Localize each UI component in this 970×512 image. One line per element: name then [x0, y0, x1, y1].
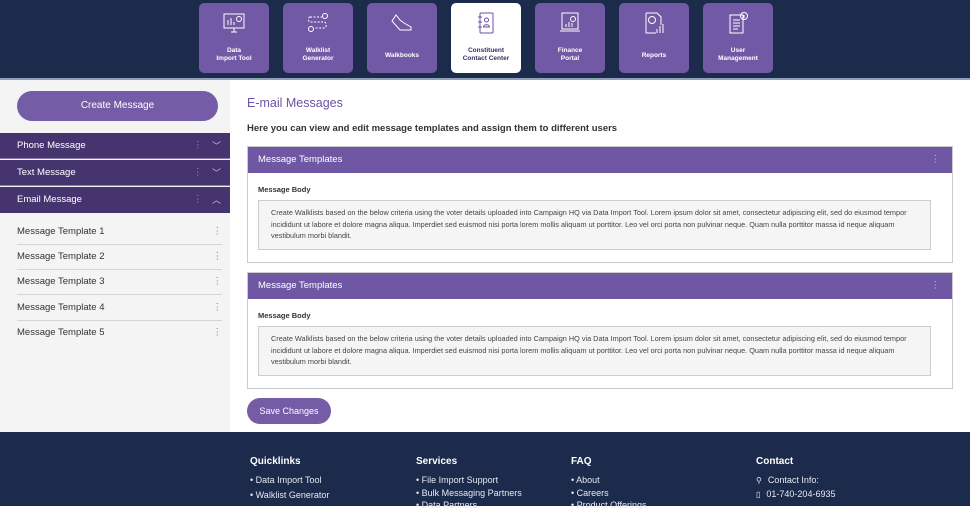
save-changes-button[interactable]: Save Changes: [247, 398, 331, 424]
shoe-icon: [391, 14, 412, 31]
template-label: Message Template 4: [17, 302, 105, 313]
footer-link[interactable]: • Product Offerings: [571, 500, 647, 510]
template-label: Message Template 5: [17, 327, 105, 338]
kebab-menu-icon[interactable]: ⋮: [193, 194, 203, 205]
tile-label: Import Tool: [216, 55, 252, 62]
kebab-menu-icon[interactable]: ⋮: [930, 280, 941, 291]
kebab-menu-icon[interactable]: ⋮: [193, 140, 203, 151]
nav-tile-walkbooks[interactable]: Walkbooks: [367, 3, 437, 73]
tile-label: Data: [226, 47, 242, 54]
page-title: E-mail Messages: [247, 96, 343, 110]
monitor-chart-icon: [223, 13, 245, 33]
template-label: Message Template 3: [17, 276, 105, 287]
tile-label: Walklist: [305, 47, 331, 54]
message-body-textarea[interactable]: Create Walklists based on the below crit…: [258, 200, 931, 250]
footer-link[interactable]: • Data Import Tool: [250, 475, 322, 485]
footer-quicklinks: Quicklinks • Data Import Tool • Walklist G…: [250, 456, 329, 501]
tile-label: Constituent: [467, 47, 505, 54]
message-template-card: Message Templates ⋮ Message Body Create W…: [247, 272, 953, 389]
tile-label: Management: [718, 55, 758, 62]
card-title: Message Templates: [258, 280, 343, 291]
template-item[interactable]: Message Template 4 ⋮: [17, 296, 222, 321]
tile-label: Reports: [641, 52, 667, 59]
tile-label: Contact Center: [462, 55, 510, 62]
accordion-text-message[interactable]: Text Message ⋮ ﹀: [0, 160, 230, 186]
kebab-menu-icon[interactable]: ⋮: [193, 167, 203, 178]
report-chart-icon: [645, 12, 664, 34]
accordion-label: Phone Message: [17, 140, 86, 151]
template-item[interactable]: Message Template 1 ⋮: [17, 220, 222, 245]
footer-link[interactable]: • Data Partners: [416, 500, 478, 510]
nav-tile-constituent-contact-center[interactable]: Constituent Contact Center: [451, 3, 521, 73]
sidebar: Create Message Phone Message ⋮ ﹀ Text Mess…: [0, 80, 230, 432]
template-label: Message Template 1: [17, 226, 105, 237]
contact-info-label: Contact Info:: [767, 475, 819, 485]
footer-heading: Services: [416, 456, 458, 467]
footer-link[interactable]: • Careers: [571, 487, 609, 498]
tile-label: User: [730, 47, 746, 54]
template-item[interactable]: Message Template 3 ⋮: [17, 270, 222, 295]
chevron-up-icon[interactable]: ︿: [212, 195, 222, 205]
nav-tile-finance-portal[interactable]: Finance Portal: [535, 3, 605, 73]
kebab-menu-icon[interactable]: ⋮: [212, 327, 223, 338]
location-pin-icon: ⚲: [756, 476, 762, 485]
kebab-menu-icon[interactable]: ⋮: [212, 302, 223, 313]
kebab-menu-icon[interactable]: ⋮: [212, 251, 223, 262]
kebab-menu-icon[interactable]: ⋮: [930, 154, 941, 165]
tile-label: Portal: [560, 55, 580, 62]
footer-link[interactable]: • About: [571, 475, 600, 485]
card-title: Message Templates: [258, 154, 343, 165]
top-nav: Data Import Tool Walklist Generator Walkbo…: [0, 0, 970, 80]
card-header: Message Templates ⋮: [248, 273, 952, 299]
message-template-card: Message Templates ⋮ Message Body Create W…: [247, 146, 953, 263]
accordion-email-message[interactable]: Email Message ⋮ ︿: [0, 187, 230, 213]
phone-icon: ▯: [756, 489, 761, 499]
card-header: Message Templates ⋮: [248, 147, 952, 173]
footer-link[interactable]: • File Import Support: [416, 475, 499, 485]
contact-phone: 01-740-204-6935: [766, 488, 836, 499]
address-book-icon: [478, 12, 494, 34]
nav-tile-reports[interactable]: Reports: [619, 3, 689, 73]
accordion-label: Email Message: [17, 194, 82, 205]
nav-tile-data-import-tool[interactable]: Data Import Tool: [199, 3, 269, 73]
nav-tile-user-management[interactable]: User Management: [703, 3, 773, 73]
footer-heading: Quicklinks: [250, 456, 301, 467]
document-info-icon: [729, 12, 748, 34]
chevron-down-icon[interactable]: ﹀: [212, 141, 222, 151]
accordion-phone-message[interactable]: Phone Message ⋮ ﹀: [0, 133, 230, 159]
kebab-menu-icon[interactable]: ⋮: [212, 226, 223, 237]
kebab-menu-icon[interactable]: ⋮: [212, 276, 223, 287]
tile-label: Finance: [557, 47, 583, 54]
footer-link[interactable]: • Bulk Messaging Partners: [416, 487, 522, 498]
template-item[interactable]: Message Template 5 ⋮: [17, 321, 222, 346]
nav-tile-walklist-generator[interactable]: Walklist Generator: [283, 3, 353, 73]
footer-heading: FAQ: [571, 456, 592, 467]
footer-link[interactable]: • Walklist Generator: [250, 489, 330, 500]
tile-label: Walkbooks: [384, 52, 420, 59]
footer: Quicklinks • Data Import Tool • Walklist G…: [0, 432, 970, 510]
footer-faq: FAQ • About • Careers • Product Offerings: [571, 456, 647, 512]
template-label: Message Template 2: [17, 251, 105, 262]
footer-services: Services • File Import Support • Bulk Mess…: [416, 456, 522, 512]
body-label: Message Body: [258, 311, 311, 320]
message-body-textarea[interactable]: Create Walklists based on the below crit…: [258, 326, 931, 376]
footer-heading: Contact: [756, 456, 794, 467]
route-pin-icon: [308, 13, 328, 32]
chevron-down-icon[interactable]: ﹀: [212, 168, 222, 178]
footer-contact: Contact ⚲ Contact Info: ▯ 01-740-204-6935: [756, 456, 835, 501]
tile-label: Generator: [302, 55, 334, 62]
template-item[interactable]: Message Template 2 ⋮: [17, 245, 222, 270]
accordion-label: Text Message: [17, 167, 76, 178]
body-label: Message Body: [258, 185, 311, 194]
create-message-button[interactable]: Create Message: [17, 91, 218, 121]
page-subtitle: Here you can view and edit message templ…: [247, 123, 618, 134]
laptop-finance-icon: [560, 12, 580, 32]
